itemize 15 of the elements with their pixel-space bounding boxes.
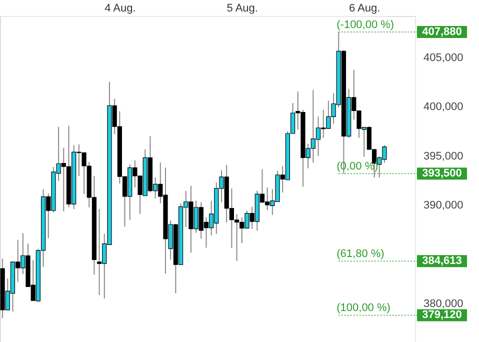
x-tick-label: 6 Aug.	[348, 2, 380, 14]
ref-line-label: 379,120	[422, 309, 462, 322]
y-tick-label: 400,000	[424, 101, 464, 114]
y-tick-label: 405,000	[424, 52, 464, 64]
annotation: (-100,00 %)	[336, 18, 394, 31]
annotation: (100,00 %)	[336, 302, 390, 314]
ref-line-label: 393,500	[422, 168, 462, 180]
y-tick-label: 390,000	[424, 200, 464, 212]
x-tick-label: 4 Aug.	[104, 2, 136, 14]
ref-line-label: 384,613	[422, 255, 462, 268]
y-tick-label: 395,000	[424, 150, 464, 162]
x-tick-label: 5 Aug.	[226, 2, 258, 14]
ref-line-label: 407,880	[422, 26, 462, 38]
annotation: (61,80 %)	[336, 248, 384, 260]
y-tick-label: 380,000	[424, 298, 464, 310]
